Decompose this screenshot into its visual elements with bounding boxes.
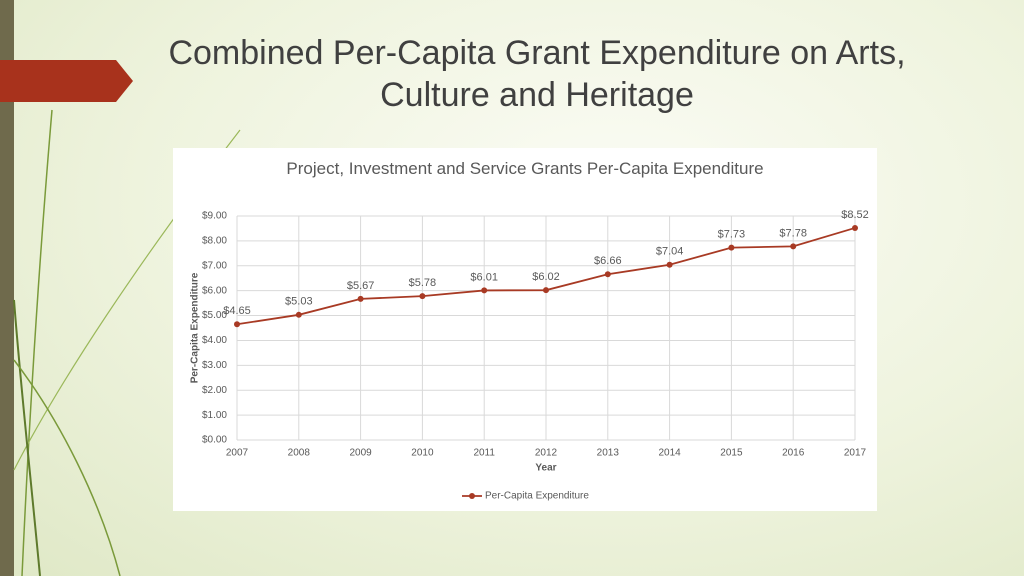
point: [419, 293, 426, 300]
x-tick-label: 2017: [844, 448, 867, 459]
x-tick-label: 2015: [720, 448, 743, 459]
chart-panel: [173, 148, 877, 511]
data-label: $7.04: [656, 246, 684, 258]
x-tick-label: 2016: [782, 448, 805, 459]
point: [543, 287, 549, 294]
data-label: $4.65: [223, 305, 251, 317]
y-tick-label: $4.00: [202, 335, 227, 346]
point: [234, 321, 240, 328]
data-label: $6.66: [594, 255, 622, 267]
point: [604, 271, 611, 278]
decor-curve: [13, 299, 41, 576]
y-tick-label: $6.00: [202, 285, 227, 296]
y-tick-label: $1.00: [202, 410, 227, 421]
point: [295, 311, 302, 318]
x-tick-label: 2009: [349, 448, 372, 459]
y-tick-label: $7.00: [202, 260, 227, 271]
data-label: $8.52: [841, 209, 869, 221]
y-axis-title: Per-Capita Expenditure: [190, 272, 201, 383]
x-tick-label: 2008: [288, 448, 311, 459]
x-tick-label: 2013: [597, 448, 620, 459]
data-label: $6.02: [532, 271, 560, 283]
data-label: $6.01: [470, 271, 498, 283]
chart-title: Project, Investment and Service Grants P…: [286, 159, 764, 178]
data-label: $7.73: [718, 229, 746, 241]
decor-curve: [21, 109, 53, 576]
point: [666, 261, 673, 268]
y-tick-label: $2.00: [202, 385, 227, 396]
y-tick-label: $0.00: [202, 435, 227, 446]
x-tick-label: 2012: [535, 448, 558, 459]
point: [790, 243, 797, 250]
y-tick-label: $3.00: [202, 360, 227, 371]
point: [728, 244, 735, 251]
data-label: $5.67: [347, 280, 375, 292]
legend-marker: [469, 493, 475, 499]
data-label: $7.78: [779, 227, 807, 239]
x-tick-label: 2011: [473, 448, 495, 459]
side-bar: [0, 0, 14, 576]
y-tick-label: $9.00: [202, 211, 227, 222]
y-tick-label: $8.00: [202, 236, 227, 247]
x-axis-title: Year: [535, 463, 556, 474]
title-arrow: [0, 60, 133, 102]
legend-label: Per-Capita Expenditure: [485, 491, 589, 502]
point: [852, 224, 858, 231]
x-tick-label: 2014: [658, 448, 681, 459]
data-label: $5.78: [409, 277, 437, 289]
slide-title: Combined Per-Capita Grant Expenditure on…: [168, 34, 906, 114]
y-tick-label: $5.00: [202, 310, 227, 321]
point: [481, 287, 488, 294]
x-tick-label: 2007: [226, 448, 249, 459]
decor-curve: [13, 359, 121, 576]
x-tick-label: 2010: [411, 448, 434, 459]
point: [357, 295, 364, 302]
data-label: $5.03: [285, 296, 313, 308]
